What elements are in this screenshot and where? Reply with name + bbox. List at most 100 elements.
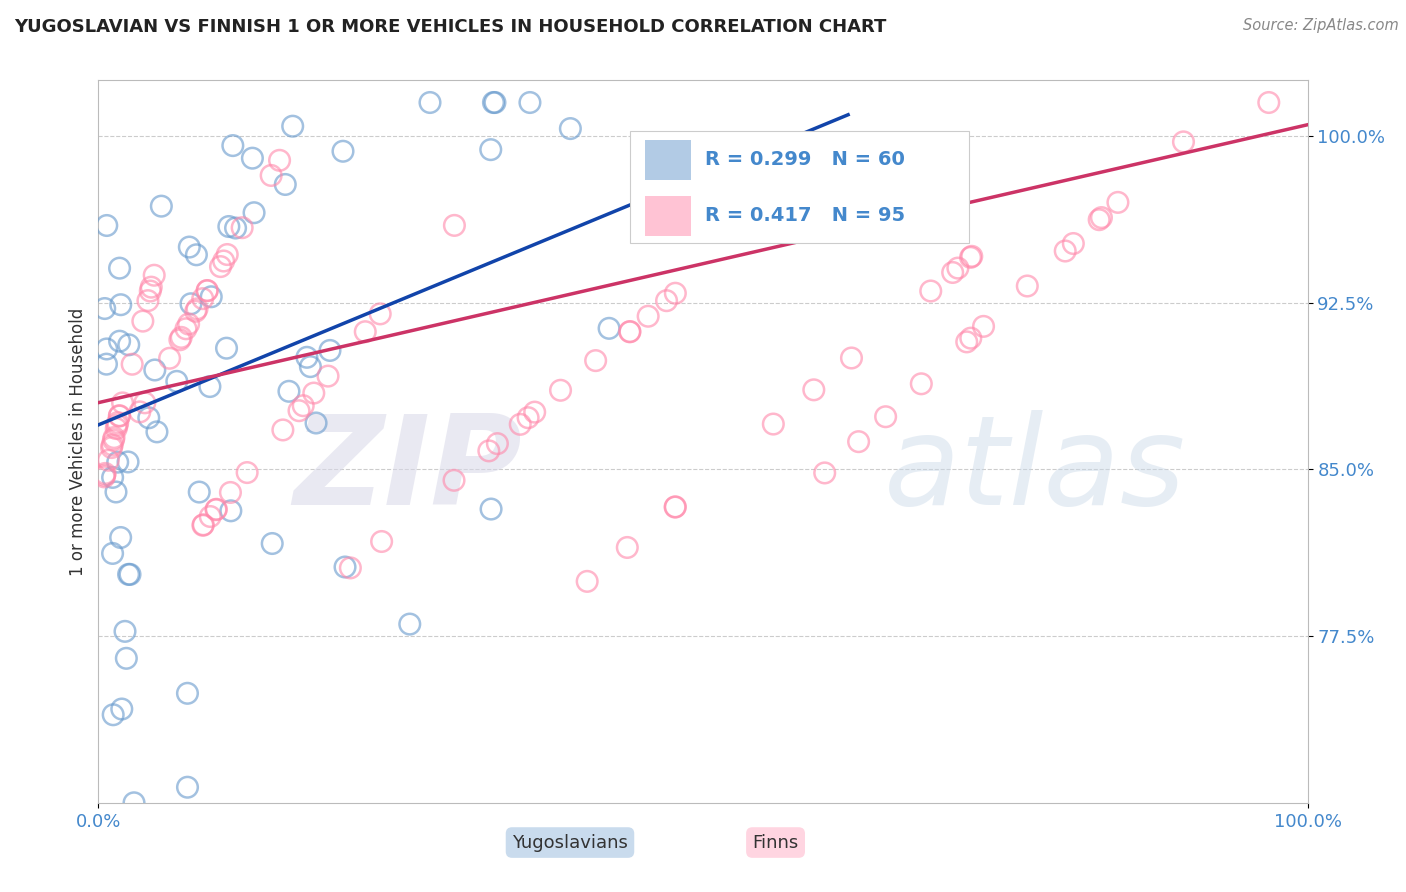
- Point: [198, 379, 221, 393]
- Point: [560, 121, 582, 136]
- Point: [333, 560, 356, 574]
- Point: [186, 248, 208, 262]
- Point: [242, 151, 264, 165]
- Point: [1090, 211, 1112, 225]
- Text: ZIP: ZIP: [292, 410, 522, 531]
- Point: [370, 534, 392, 549]
- Point: [332, 145, 354, 159]
- Point: [269, 153, 291, 168]
- Point: [186, 301, 208, 316]
- Point: [180, 297, 202, 311]
- Point: [664, 500, 686, 514]
- Point: [110, 531, 132, 545]
- Point: [523, 405, 546, 419]
- Point: [664, 286, 686, 301]
- Point: [598, 321, 620, 335]
- Point: [319, 343, 342, 358]
- Point: [146, 425, 169, 439]
- Point: [288, 403, 311, 417]
- Point: [942, 265, 965, 279]
- Point: [956, 334, 979, 349]
- Point: [115, 651, 138, 665]
- Point: [94, 467, 117, 481]
- Point: [93, 468, 115, 483]
- Point: [101, 438, 124, 452]
- Point: [305, 416, 328, 430]
- Text: Finns: Finns: [752, 833, 799, 852]
- Point: [191, 292, 214, 306]
- Point: [217, 247, 239, 261]
- Point: [118, 338, 141, 352]
- Point: [169, 333, 191, 347]
- Point: [419, 95, 441, 110]
- Point: [105, 421, 128, 435]
- Point: [219, 504, 242, 518]
- Point: [176, 780, 198, 795]
- Point: [946, 261, 969, 276]
- Point: [118, 567, 141, 582]
- Text: R = 0.299   N = 60: R = 0.299 N = 60: [706, 150, 905, 169]
- Point: [108, 334, 131, 349]
- Point: [271, 423, 294, 437]
- Point: [143, 363, 166, 377]
- Point: [576, 574, 599, 589]
- Point: [111, 396, 134, 410]
- Point: [132, 314, 155, 328]
- Point: [128, 405, 150, 419]
- Point: [236, 466, 259, 480]
- Point: [143, 268, 166, 283]
- Point: [212, 254, 235, 268]
- Point: [339, 561, 361, 575]
- Point: [97, 453, 120, 467]
- Point: [585, 353, 607, 368]
- Point: [655, 293, 678, 308]
- Point: [108, 261, 131, 276]
- Text: Yugoslavians: Yugoslavians: [512, 833, 628, 852]
- Point: [1173, 135, 1195, 149]
- Point: [100, 441, 122, 455]
- Y-axis label: 1 or more Vehicles in Household: 1 or more Vehicles in Household: [69, 308, 87, 575]
- Point: [101, 546, 124, 560]
- Point: [959, 331, 981, 345]
- Point: [302, 386, 325, 401]
- Point: [96, 219, 118, 233]
- Point: [218, 219, 240, 234]
- Point: [619, 325, 641, 339]
- Point: [122, 796, 145, 810]
- Point: [195, 284, 218, 298]
- Point: [443, 219, 465, 233]
- Point: [191, 518, 214, 533]
- Point: [114, 624, 136, 639]
- Point: [486, 436, 509, 450]
- Point: [260, 169, 283, 183]
- Point: [243, 205, 266, 219]
- Point: [121, 357, 143, 371]
- Point: [295, 351, 318, 365]
- Point: [209, 260, 232, 274]
- Point: [875, 409, 897, 424]
- Point: [484, 95, 506, 110]
- Point: [398, 617, 420, 632]
- Point: [1257, 95, 1279, 110]
- Point: [108, 409, 131, 423]
- Text: Source: ZipAtlas.com: Source: ZipAtlas.com: [1243, 18, 1399, 33]
- Point: [195, 284, 218, 298]
- Point: [299, 359, 322, 374]
- Point: [841, 351, 863, 365]
- Point: [278, 384, 301, 399]
- Point: [136, 293, 159, 308]
- Point: [848, 434, 870, 449]
- Point: [150, 199, 173, 213]
- Point: [184, 304, 207, 318]
- Point: [174, 322, 197, 336]
- Point: [292, 399, 315, 413]
- Point: [93, 470, 115, 484]
- Point: [550, 384, 572, 398]
- Point: [443, 473, 465, 487]
- Point: [134, 396, 156, 410]
- Point: [205, 502, 228, 516]
- Point: [814, 466, 837, 480]
- Point: [110, 298, 132, 312]
- Point: [141, 280, 163, 294]
- Point: [170, 330, 193, 344]
